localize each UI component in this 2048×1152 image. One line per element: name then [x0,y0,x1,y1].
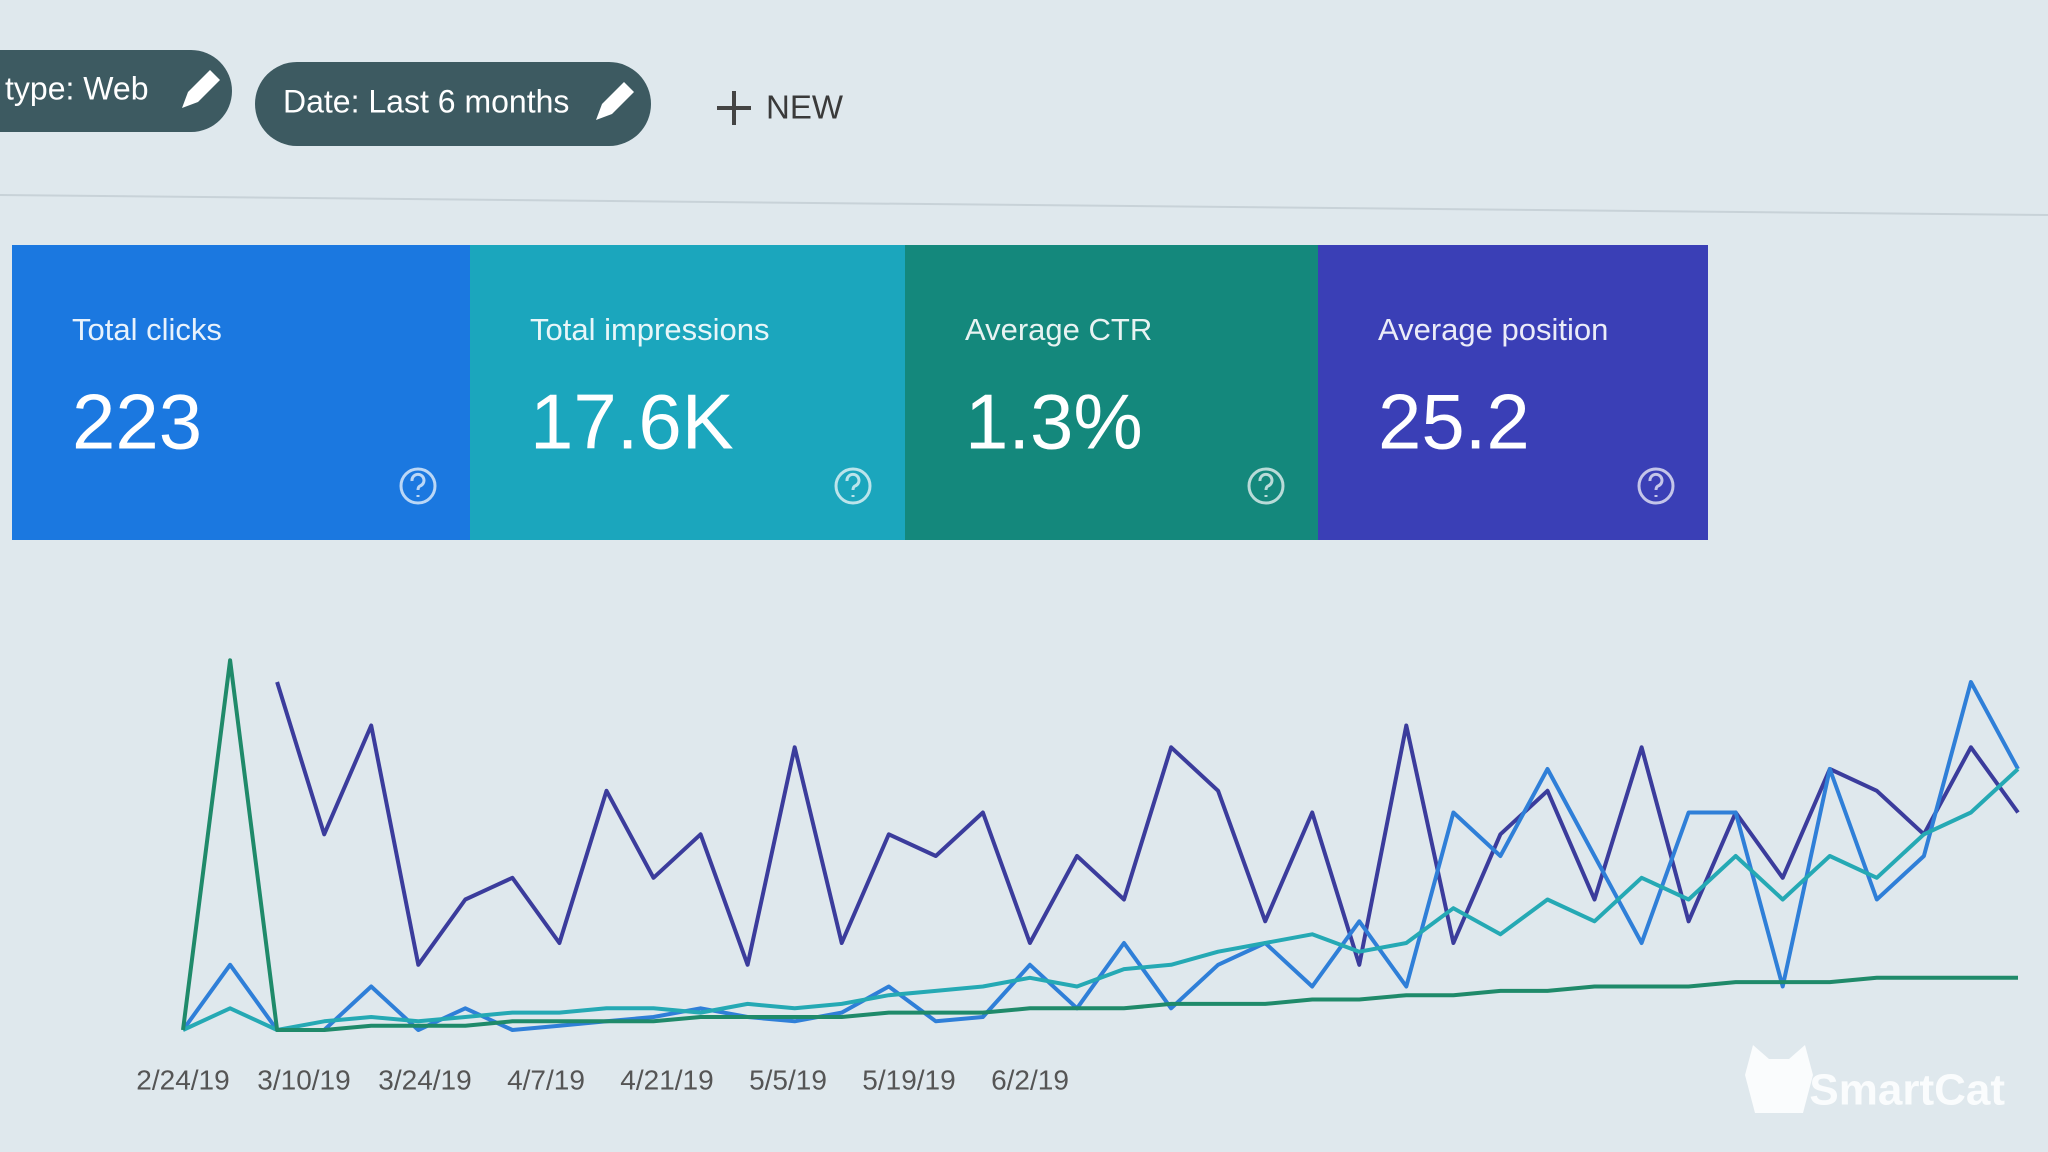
x-tick-label: 4/7/19 [507,1064,585,1095]
series-line [275,681,2020,967]
metric-card[interactable]: Average CTR 1.3% [905,245,1318,540]
divider [0,194,2048,216]
series-line [182,767,2020,1032]
help-icon-glyph [845,472,861,497]
card-value: 223 [72,378,202,466]
card-bg [1318,245,1708,540]
metric-card[interactable]: Average position 25.2 [1318,245,1708,540]
new-button[interactable]: NEW [717,89,844,126]
card-value: 25.2 [1378,378,1530,466]
card-title: Average CTR [965,312,1152,347]
card-value: 17.6K [530,378,734,466]
metric-cards: Total clicks 223 Total impressions 17.6K Ave… [12,245,1708,540]
watermark: SmartCat [1809,1066,2005,1115]
series-line [181,658,2018,1032]
filter-chip[interactable]: type: Web [0,50,232,132]
new-label: NEW [766,89,844,126]
card-title: Average position [1378,312,1608,347]
card-bg [470,245,905,540]
x-tick-label: 5/5/19 [749,1064,827,1095]
chip-label: Date: Last 6 months [283,83,569,119]
chart: 2/24/19 3/10/19 3/24/19 4/7/19 4/21/19 5/5/19… [136,658,2020,1095]
card-title: Total impressions [530,312,769,347]
chip-bg [0,50,232,132]
plus-icon [717,91,751,125]
chip-label: type: Web [5,70,148,106]
help-icon [399,467,437,505]
edit-icon [182,70,220,108]
help-icon-glyph [410,472,426,497]
help-icon [834,467,872,505]
help-icon [1637,467,1675,505]
help-icon-glyph [1258,472,1274,497]
x-tick-label: 6/2/19 [991,1064,1069,1095]
filter-chip[interactable]: Date: Last 6 months [255,62,651,146]
card-value: 1.3% [965,378,1143,466]
metric-card[interactable]: Total impressions 17.6K [470,245,905,540]
x-tick-label: 5/19/19 [862,1064,955,1095]
x-tick-label: 2/24/19 [136,1064,229,1095]
chip-bg [255,62,651,146]
watermark-logo [1745,1045,1813,1113]
edit-icon [596,82,634,120]
metric-card[interactable]: Total clicks 223 [12,245,470,540]
help-icon-glyph [1648,472,1664,497]
card-title: Total clicks [72,312,222,347]
card-bg [12,245,470,540]
x-tick-label: 4/21/19 [620,1064,713,1095]
series-line [181,680,2020,1032]
help-icon [1247,467,1285,505]
x-tick-label: 3/24/19 [378,1064,471,1095]
x-tick-label: 3/10/19 [257,1064,350,1095]
